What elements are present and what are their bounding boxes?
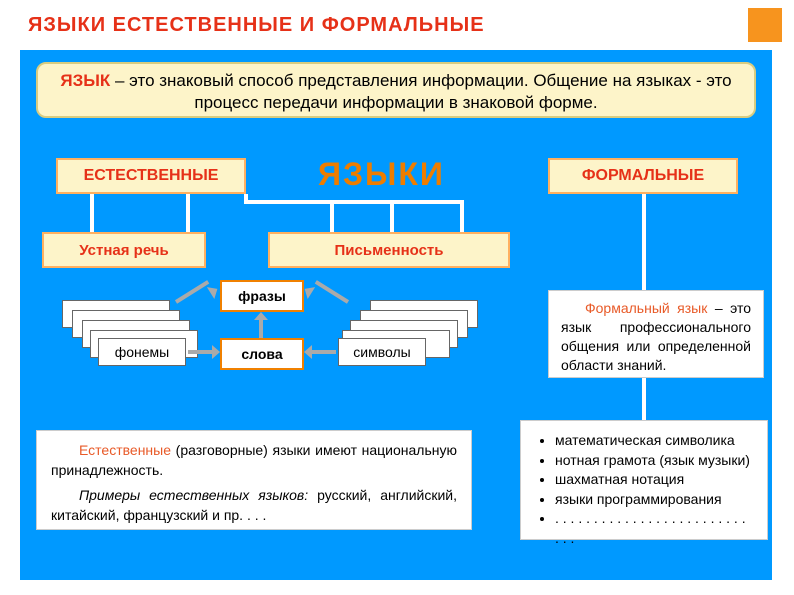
formal-examples-list: математическая символика нотная грамота … bbox=[535, 431, 753, 549]
node-natural-label: ЕСТЕСТВЕННЫЕ bbox=[84, 167, 219, 185]
list-item: шахматная нотация bbox=[555, 470, 753, 490]
node-phonemes: фонемы bbox=[98, 338, 186, 366]
node-writing: Письменность bbox=[268, 232, 510, 268]
arrowhead-up bbox=[254, 312, 268, 320]
arrow-left bbox=[308, 350, 336, 354]
node-formal: ФОРМАЛЬНЫЕ bbox=[548, 158, 738, 194]
node-natural: ЕСТЕСТВЕННЫЕ bbox=[56, 158, 246, 194]
edge bbox=[186, 194, 190, 232]
list-item: языки программирования bbox=[555, 490, 753, 510]
edge bbox=[642, 378, 646, 420]
node-symbols-label: символы bbox=[353, 344, 410, 360]
node-formal-label: ФОРМАЛЬНЫЕ bbox=[582, 167, 704, 185]
edge bbox=[390, 200, 394, 232]
formal-term: Формальный язык bbox=[585, 300, 707, 316]
edge bbox=[460, 200, 464, 232]
list-item: . . . . . . . . . . . . . . . . . . . . … bbox=[555, 509, 753, 548]
edge bbox=[330, 200, 464, 204]
arrowhead-right bbox=[212, 345, 220, 359]
banner-term: ЯЗЫК bbox=[60, 71, 110, 90]
node-phrases-label: фразы bbox=[238, 288, 286, 304]
natural-examples-label: Примеры естественных языков: bbox=[79, 487, 308, 503]
node-oral: Устная речь bbox=[42, 232, 206, 268]
node-phonemes-label: фонемы bbox=[115, 344, 170, 360]
node-words: слова bbox=[220, 338, 304, 370]
node-words-label: слова bbox=[241, 346, 282, 362]
edge bbox=[642, 194, 646, 290]
node-phrases: фразы bbox=[220, 280, 304, 312]
list-item: математическая символика bbox=[555, 431, 753, 451]
node-oral-label: Устная речь bbox=[79, 242, 168, 259]
banner-definition: – это знаковый способ представления инфо… bbox=[110, 71, 731, 112]
diagram-title-text: ЯЗЫКИ bbox=[318, 156, 445, 192]
definition-banner: ЯЗЫК – это знаковый способ представления… bbox=[36, 62, 756, 118]
node-symbols: символы bbox=[338, 338, 426, 366]
formal-description: Формальный язык – это язык профессиональ… bbox=[548, 290, 764, 378]
edge bbox=[244, 200, 334, 204]
page-title-text: ЯЗЫКИ ЕСТЕСТВЕННЫЕ И ФОРМАЛЬНЫЕ bbox=[28, 14, 485, 36]
natural-description: Естественные (разговорные) языки имеют н… bbox=[36, 430, 472, 530]
corner-marker bbox=[748, 8, 782, 42]
list-item: нотная грамота (язык музыки) bbox=[555, 451, 753, 471]
diagram-title: ЯЗЫКИ bbox=[318, 156, 445, 193]
page-title: ЯЗЫКИ ЕСТЕСТВЕННЫЕ И ФОРМАЛЬНЫЕ bbox=[28, 14, 485, 37]
natural-term: Естественные bbox=[79, 442, 171, 458]
arrowhead-left bbox=[304, 345, 312, 359]
formal-examples-box: математическая символика нотная грамота … bbox=[520, 420, 768, 540]
node-writing-label: Письменность bbox=[335, 242, 444, 259]
edge bbox=[330, 200, 334, 232]
edge bbox=[90, 194, 94, 232]
